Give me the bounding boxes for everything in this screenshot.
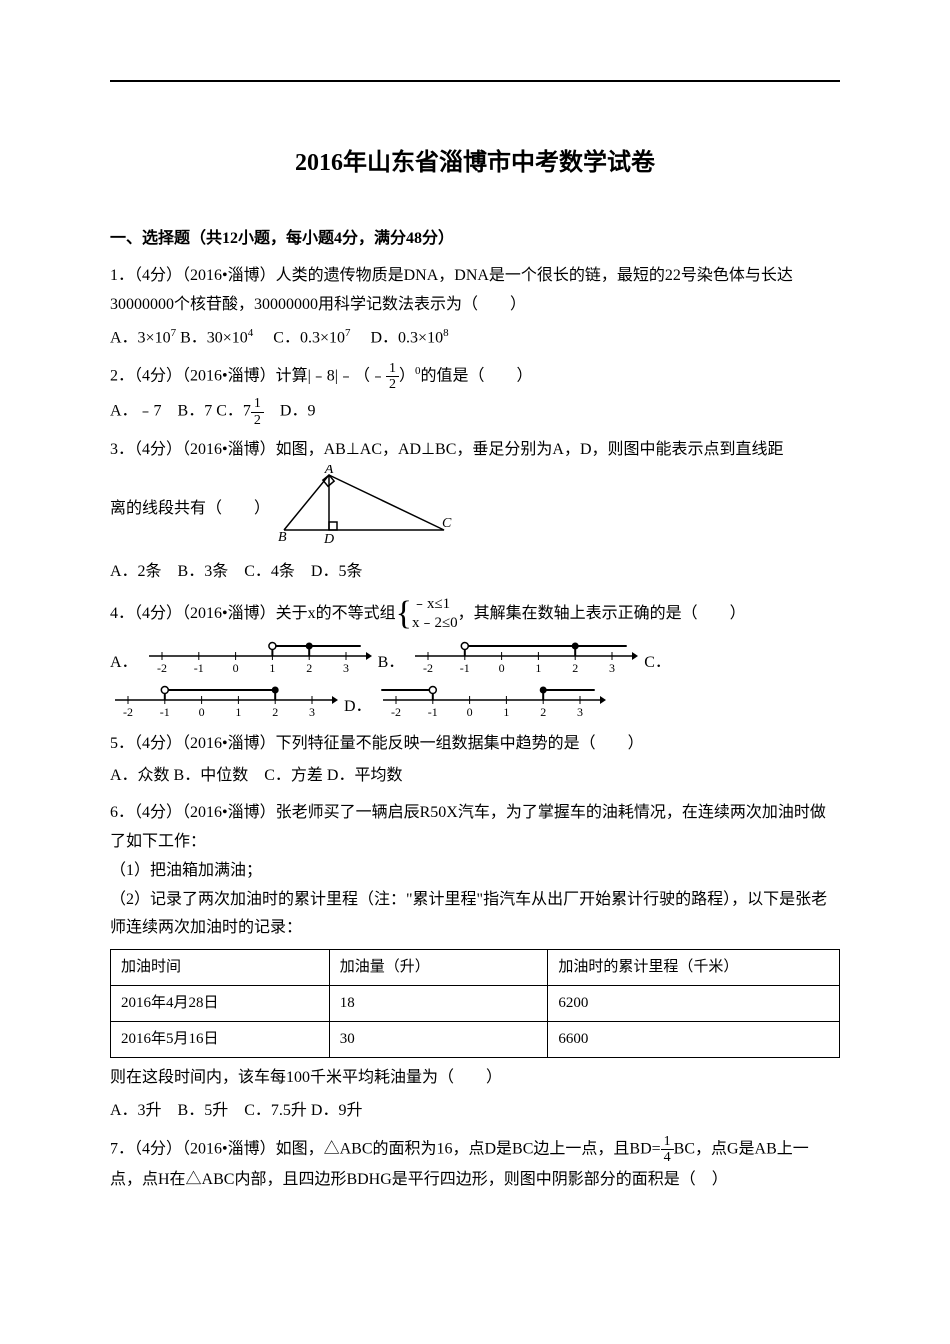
q1-optC-pre: C．0.3×10 <box>257 329 345 346</box>
table-row: 2016年4月28日 18 6200 <box>111 986 840 1022</box>
svg-text:-1: -1 <box>460 661 470 675</box>
svg-text:3: 3 <box>309 705 315 719</box>
svg-text:0: 0 <box>499 661 505 675</box>
numberline-D: -2 -1 0 1 2 3 <box>378 682 608 722</box>
svg-text:1: 1 <box>503 705 509 719</box>
q4-pre: 4．（4分）（2016•淄博）关于x的不等式组 <box>110 605 396 622</box>
svg-text:3: 3 <box>343 661 349 675</box>
q4-row1: A． -2 -1 0 1 2 3 B． -2 -1 0 1 2 3 C． <box>110 638 840 678</box>
q5-options: A．众数 B．中位数 C．方差 D．平均数 <box>110 762 840 791</box>
q4-labelA: A． <box>110 649 138 678</box>
q1-optC-sup: 7 <box>345 327 351 339</box>
section-header: 一、选择题（共12小题，每小题4分，满分48分） <box>110 225 840 254</box>
svg-text:2: 2 <box>306 661 312 675</box>
q2-optC-frac: 12 <box>251 396 264 428</box>
svg-text:2: 2 <box>272 705 278 719</box>
diagram-label-C: C <box>442 516 452 531</box>
numberline-C: -2 -1 0 1 2 3 <box>110 682 340 722</box>
th-1: 加油量（升） <box>329 950 548 986</box>
brace-icon: { <box>396 599 412 630</box>
q2-pre: 2．（4分）（2016•淄博）计算|﹣8|﹣（﹣ <box>110 367 386 384</box>
page-title: 2016年山东省淄博市中考数学试卷 <box>110 142 840 185</box>
svg-text:0: 0 <box>466 705 472 719</box>
svg-text:0: 0 <box>199 705 205 719</box>
diagram-label-B: B <box>278 530 287 543</box>
svg-text:1: 1 <box>536 661 542 675</box>
q3-tail: 离的线段共有（ ） <box>110 500 270 517</box>
q6-line1: （1）把油箱加满油； <box>110 857 840 886</box>
svg-text:3: 3 <box>609 661 615 675</box>
svg-text:-2: -2 <box>423 661 433 675</box>
q2-optD: D．9 <box>264 403 316 420</box>
question-4: 4．（4分）（2016•淄博）关于x的不等式组{﹣x≤1x﹣2≤0，其解集在数轴… <box>110 595 840 722</box>
svg-text:1: 1 <box>235 705 241 719</box>
q7-text: 7．（4分）（2016•淄博）如图，△ABC的面积为16，点D是BC边上一点，且… <box>110 1134 840 1195</box>
q4-labelC: C． <box>644 649 671 678</box>
svg-text:-2: -2 <box>123 705 133 719</box>
q3-text: 3．（4分）（2016•淄博）如图，AB⊥AC，AD⊥BC，垂足分别为A，D，则… <box>110 436 840 465</box>
question-2: 2．（4分）（2016•淄博）计算|﹣8|﹣（﹣12）0的值是（ ） A．﹣7 … <box>110 361 840 429</box>
diagram-label-A: A <box>324 465 334 477</box>
q2-text: 2．（4分）（2016•淄博）计算|﹣8|﹣（﹣12）0的值是（ ） <box>110 361 840 393</box>
q4-labelD: D． <box>344 693 372 722</box>
q1-optB-sup: 4 <box>248 327 254 339</box>
q3-options: A．2条 B．3条 C．4条 D．5条 <box>110 558 840 587</box>
q1-text: 1．（4分）（2016•淄博）人类的遗传物质是DNA，DNA是一个很长的链，最短… <box>110 262 840 320</box>
triangle-diagram-svg: A B C D <box>274 465 464 543</box>
q5-text: 5．（4分）（2016•淄博）下列特征量不能反映一组数据集中趋势的是（ ） <box>110 730 840 759</box>
q4-row2: -2 -1 0 1 2 3 D． -2 -1 0 1 2 3 <box>110 682 840 722</box>
svg-text:-1: -1 <box>160 705 170 719</box>
q6-table: 加油时间 加油量（升） 加油时的累计里程（千米） 2016年4月28日 18 6… <box>110 949 840 1058</box>
q2-post: ） <box>399 367 415 384</box>
q1-optB-pre: B．30×10 <box>180 329 248 346</box>
svg-text:-1: -1 <box>193 661 203 675</box>
q1-optA-sup: 7 <box>171 327 177 339</box>
question-6: 6．（4分）（2016•淄博）张老师买了一辆启辰R50X汽车，为了掌握车的油耗情… <box>110 799 840 1126</box>
svg-text:3: 3 <box>577 705 583 719</box>
diagram-label-D: D <box>323 532 334 543</box>
q7-pre: 7．（4分）（2016•淄博）如图，△ABC的面积为16，点D是BC边上一点，且… <box>110 1140 661 1157</box>
q1-optA-pre: A．3×10 <box>110 329 171 346</box>
q4-text: 4．（4分）（2016•淄博）关于x的不等式组{﹣x≤1x﹣2≤0，其解集在数轴… <box>110 595 840 634</box>
q2-options: A．﹣7 B．7 C．712 D．9 <box>110 396 840 428</box>
q4-system: ﹣x≤1x﹣2≤0 <box>412 595 458 634</box>
question-5: 5．（4分）（2016•淄博）下列特征量不能反映一组数据集中趋势的是（ ） A．… <box>110 730 840 792</box>
svg-text:-2: -2 <box>391 705 401 719</box>
question-1: 1．（4分）（2016•淄博）人类的遗传物质是DNA，DNA是一个很长的链，最短… <box>110 262 840 353</box>
svg-text:-1: -1 <box>427 705 437 719</box>
q1-options: A．3×107 B．30×104 C．0.3×107 D．0.3×108 <box>110 324 840 353</box>
th-0: 加油时间 <box>111 950 330 986</box>
numberline-B: -2 -1 0 1 2 3 <box>410 638 640 678</box>
q2-optA: A．﹣7 B．7 C．7 <box>110 403 251 420</box>
table-header-row: 加油时间 加油量（升） 加油时的累计里程（千米） <box>111 950 840 986</box>
q3-diagram: A B C D <box>274 465 464 554</box>
q6-line2: （2）记录了两次加油时的累计里程（注："累计里程"指汽车从出厂开始累计行驶的路程… <box>110 886 840 944</box>
q7-frac: 14 <box>661 1134 674 1166</box>
q6-options: A．3升 B．5升 C．7.5升 D．9升 <box>110 1097 840 1126</box>
q1-optD-pre: D．0.3×10 <box>355 329 444 346</box>
svg-text:2: 2 <box>572 661 578 675</box>
top-rule <box>110 80 840 82</box>
q3-row: 离的线段共有（ ） A B C D <box>110 465 840 554</box>
question-7: 7．（4分）（2016•淄博）如图，△ABC的面积为16，点D是BC边上一点，且… <box>110 1134 840 1195</box>
question-3: 3．（4分）（2016•淄博）如图，AB⊥AC，AD⊥BC，垂足分别为A，D，则… <box>110 436 840 586</box>
numberline-A: -2 -1 0 1 2 3 <box>144 638 374 678</box>
table-row: 2016年5月16日 30 6600 <box>111 1022 840 1058</box>
svg-text:1: 1 <box>269 661 275 675</box>
svg-text:0: 0 <box>232 661 238 675</box>
q4-post: ，其解集在数轴上表示正确的是（ ） <box>458 605 746 622</box>
svg-text:2: 2 <box>540 705 546 719</box>
svg-text:-2: -2 <box>157 661 167 675</box>
q6-text: 6．（4分）（2016•淄博）张老师买了一辆启辰R50X汽车，为了掌握车的油耗情… <box>110 799 840 857</box>
q2-tail: 的值是（ ） <box>421 367 533 384</box>
th-2: 加油时的累计里程（千米） <box>548 950 840 986</box>
q4-labelB: B． <box>378 649 405 678</box>
q2-frac: 12 <box>386 361 399 393</box>
q1-optD-sup: 8 <box>443 327 449 339</box>
q6-tail: 则在这段时间内，该车每100千米平均耗油量为（ ） <box>110 1064 840 1093</box>
